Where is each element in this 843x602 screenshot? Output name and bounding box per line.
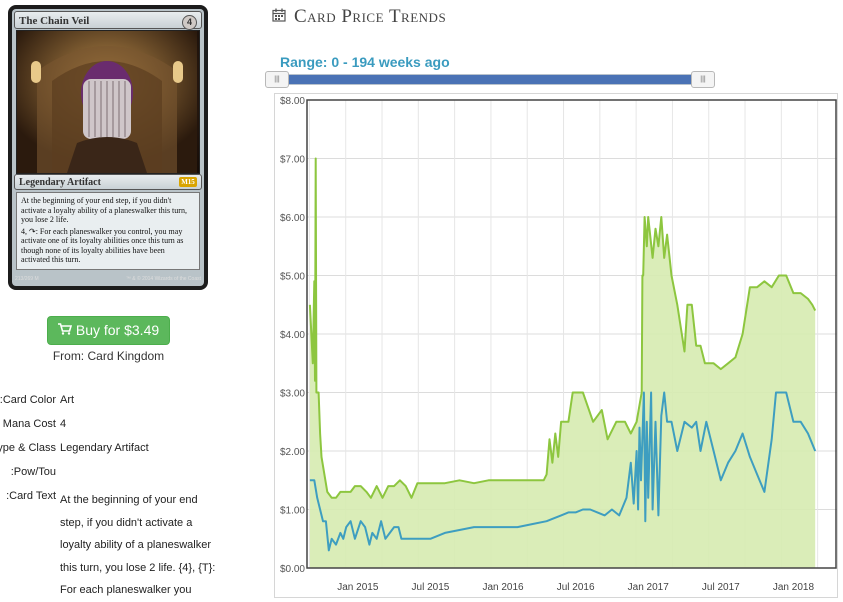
rules-line: At the beginning of your end step, if yo… (21, 196, 187, 224)
plot-border (306, 99, 837, 569)
card-footer: 213/269 M ™ & © 2014 Wizards of the Coas… (15, 274, 201, 284)
y-tick-label: $3.00 (280, 389, 305, 400)
attr-label-color: Card Color: (0, 394, 56, 406)
card-text-line: this turn, you lose 2 life. {4}, {T}: (60, 561, 216, 574)
x-tick-label: Jul 2015 (412, 582, 450, 593)
y-tick-label: $0.00 (280, 564, 305, 575)
card-type-bar: Legendary Artifact M15 (14, 174, 202, 190)
chart-frame (274, 93, 838, 598)
card-text-line: For each planeswalker you (60, 584, 192, 596)
section-title: Card Price Trends (272, 6, 446, 28)
card-text-line: At the beginning of your end (60, 494, 198, 506)
buy-button[interactable]: Buy for $3.49 (47, 316, 170, 345)
y-tick-label: $8.00 (280, 96, 305, 107)
x-tick-label: Jan 2017 (628, 582, 670, 593)
y-tick-label: $6.00 (280, 213, 305, 224)
copyright: ™ & © 2014 Wizards of the Coast (125, 276, 201, 282)
card-frame: The Chain Veil 4 (12, 9, 204, 286)
section-title-text: Card Price Trends (294, 6, 447, 27)
rules-line: 4, ↷: For each planeswalker you control,… (21, 226, 184, 265)
chain-veil-art-icon (17, 31, 197, 173)
vendor-label: From: Card Kingdom (52, 349, 165, 363)
range-slider-track[interactable] (266, 74, 715, 85)
y-tick-label: $4.00 (280, 330, 305, 341)
card-name-bar: The Chain Veil 4 (14, 11, 202, 30)
attr-label-card-text: Card Text: (6, 490, 56, 502)
x-tick-label: Jul 2016 (557, 582, 595, 593)
x-tick-label: Jan 2015 (337, 582, 379, 593)
attr-value-type: Legendary Artifact (60, 442, 149, 454)
attr-label-type: Type & Class: (0, 442, 56, 454)
range-slider-right-handle[interactable]: ||| (691, 71, 715, 88)
collector-number: 213/269 M (15, 276, 39, 282)
buylist-series-line (309, 391, 817, 552)
set-symbol-icon: M15 (179, 177, 197, 187)
retail-area (309, 158, 816, 568)
card-art (16, 30, 200, 174)
y-tick-label: $1.00 (280, 506, 305, 517)
attr-value-card-text: At the beginning of your end step, if yo… (60, 489, 240, 602)
card-rules-text: At the beginning of your end step, if yo… (16, 192, 200, 270)
card-image[interactable]: The Chain Veil 4 (8, 5, 208, 290)
x-tick-label: Jan 2016 (482, 582, 524, 593)
y-tick-label: $5.00 (280, 272, 305, 283)
y-tick-label: $2.00 (280, 447, 305, 458)
y-tick-label: $7.00 (280, 155, 305, 166)
buy-button-label: Buy for $3.49 (75, 322, 160, 338)
range-label: Range: 0 - 194 weeks ago (280, 54, 450, 70)
card-text-line: step, if you didn't activate a (60, 516, 193, 529)
attr-label-pow-tou: Pow/Tou: (10, 466, 56, 478)
range-slider-left-handle[interactable]: ||| (265, 71, 289, 88)
card-name: The Chain Veil (19, 15, 90, 27)
attr-value-mana-cost: 4 (60, 418, 67, 430)
shopping-cart-icon (57, 317, 72, 344)
attr-value-color: Art (60, 394, 75, 406)
retail-series-line (308, 157, 817, 499)
x-tick-label: Jan 2018 (773, 582, 815, 593)
calendar-icon (272, 6, 286, 28)
card-type: Legendary Artifact (19, 177, 101, 188)
card-text-line: loyalty ability of a planeswalker (60, 539, 212, 551)
price-trend-chart: $0.00 $1.00 $2.00 $3.00 $4.00 $5.00 $6.00 $7.00… (280, 96, 837, 593)
mana-symbol-icon: 4 (182, 15, 197, 30)
x-tick-label: Jul 2017 (702, 582, 740, 593)
attr-label-mana-cost: Mana Cost (2, 418, 56, 430)
